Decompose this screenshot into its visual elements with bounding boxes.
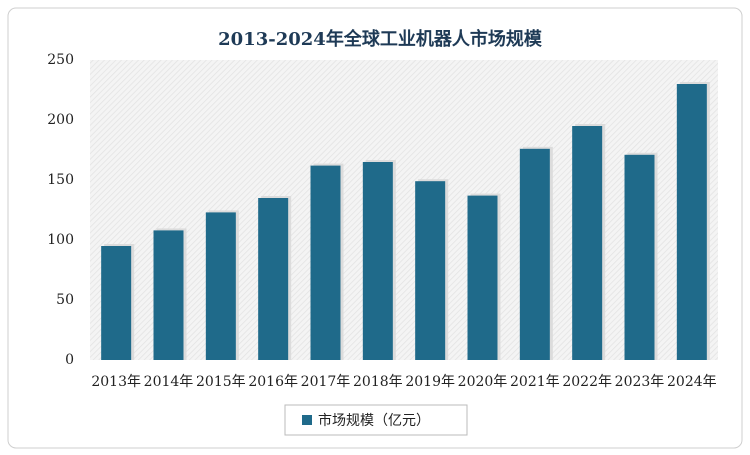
x-tick-label: 2016年	[248, 374, 298, 390]
legend-swatch	[302, 415, 312, 425]
y-tick-label: 50	[56, 292, 74, 308]
legend-frame	[284, 404, 468, 436]
x-tick-label: 2014年	[144, 374, 194, 390]
bar	[624, 154, 655, 360]
x-tick-label: 2018年	[353, 374, 403, 390]
x-tick-label: 2021年	[510, 374, 560, 390]
bar	[676, 84, 707, 360]
x-tick-label: 2015年	[196, 374, 246, 390]
y-tick-label: 200	[47, 112, 74, 128]
legend-label: 市场规模（亿元）	[318, 412, 430, 429]
bar	[362, 162, 393, 360]
x-tick-label: 2023年	[615, 374, 665, 390]
bar	[101, 246, 132, 360]
y-tick-label: 0	[65, 352, 74, 368]
bar	[467, 195, 498, 360]
bar	[153, 230, 184, 360]
y-tick-label: 100	[47, 232, 74, 248]
bar	[205, 212, 236, 360]
x-tick-label: 2017年	[301, 374, 351, 390]
y-tick-label: 250	[47, 52, 74, 68]
x-tick-label: 2013年	[91, 374, 141, 390]
x-tick-label: 2024年	[667, 374, 717, 390]
x-tick-label: 2022年	[562, 374, 612, 390]
bar	[415, 181, 446, 360]
y-tick-label: 150	[47, 172, 74, 188]
bar	[310, 165, 341, 360]
bar	[572, 126, 603, 360]
legend	[284, 404, 468, 436]
bar	[519, 148, 550, 360]
x-tick-label: 2020年	[458, 374, 508, 390]
bar	[258, 198, 289, 360]
chart-title: 2013-2024年全球工业机器人市场规模	[218, 28, 543, 50]
x-tick-label: 2019年	[405, 374, 455, 390]
plot-area	[90, 60, 718, 360]
